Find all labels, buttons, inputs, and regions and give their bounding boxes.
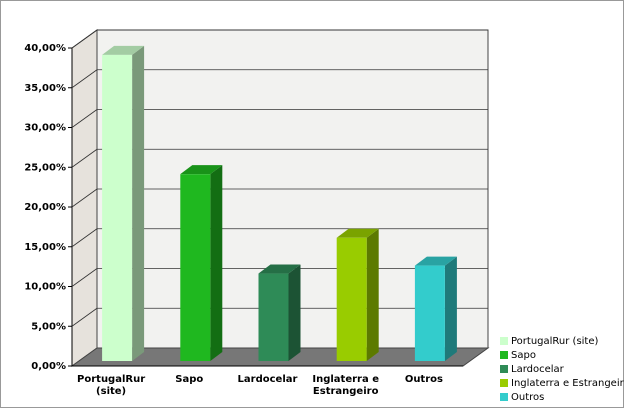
legend-swatch [500, 365, 508, 373]
legend-item: Inglaterra e Estrangeiro [500, 378, 624, 389]
x-tick-label: Lardocelar [237, 374, 298, 385]
bar-top [180, 165, 223, 175]
bar-side [210, 165, 223, 361]
y-tick-label: 25,00% [24, 162, 66, 173]
legend-label: Outros [511, 392, 545, 403]
bar-top [102, 45, 145, 55]
legend-swatch [500, 393, 508, 401]
bar-top [336, 228, 379, 238]
grid-line [71, 228, 98, 248]
x-tick-label: Inglaterra e Estrangeiro [312, 374, 379, 397]
bar-side [132, 45, 145, 362]
legend-item: PortugalRur (site) [500, 336, 598, 347]
legend-label: Lardocelar [511, 364, 564, 375]
legend-label: PortugalRur (site) [511, 336, 599, 347]
y-tick-label: 20,00% [24, 202, 66, 213]
bar-side [366, 228, 379, 361]
legend-swatch [500, 337, 508, 345]
y-tick-label: 30,00% [24, 123, 66, 134]
grid-line [71, 148, 98, 168]
bar [414, 265, 445, 361]
legend-item: Sapo [500, 350, 536, 361]
grid-line [71, 268, 98, 287]
bar-top [414, 256, 457, 266]
bar [336, 237, 367, 361]
legend-swatch [500, 379, 508, 387]
grid-line [71, 307, 98, 327]
bar-top [258, 264, 301, 274]
bar [258, 273, 289, 361]
y-tick-label: 15,00% [24, 242, 66, 253]
legend-item: Lardocelar [500, 364, 564, 375]
grid-line [71, 69, 98, 89]
bar [180, 174, 211, 361]
bar [102, 54, 133, 362]
x-tick-label: Sapo [175, 374, 204, 385]
grid-line [71, 29, 98, 49]
y-tick-label: 40,00% [24, 43, 66, 54]
legend-label: Sapo [511, 350, 536, 361]
x-tick-label: Outros [404, 374, 443, 385]
x-tick-label: PortugalRur (site) [77, 374, 146, 397]
legend-item: Outros [500, 392, 544, 403]
grid-line [71, 109, 98, 128]
y-tick-label: 35,00% [24, 83, 66, 94]
y-tick-label: 5,00% [31, 321, 66, 332]
grid-line [71, 188, 98, 208]
bar-side [288, 264, 301, 361]
legend-label: Inglaterra e Estrangeiro [511, 378, 624, 389]
y-tick-label: 0,00% [31, 361, 66, 372]
y-tick-label: 10,00% [24, 282, 66, 293]
bar-side [444, 256, 457, 361]
legend-swatch [500, 351, 508, 359]
